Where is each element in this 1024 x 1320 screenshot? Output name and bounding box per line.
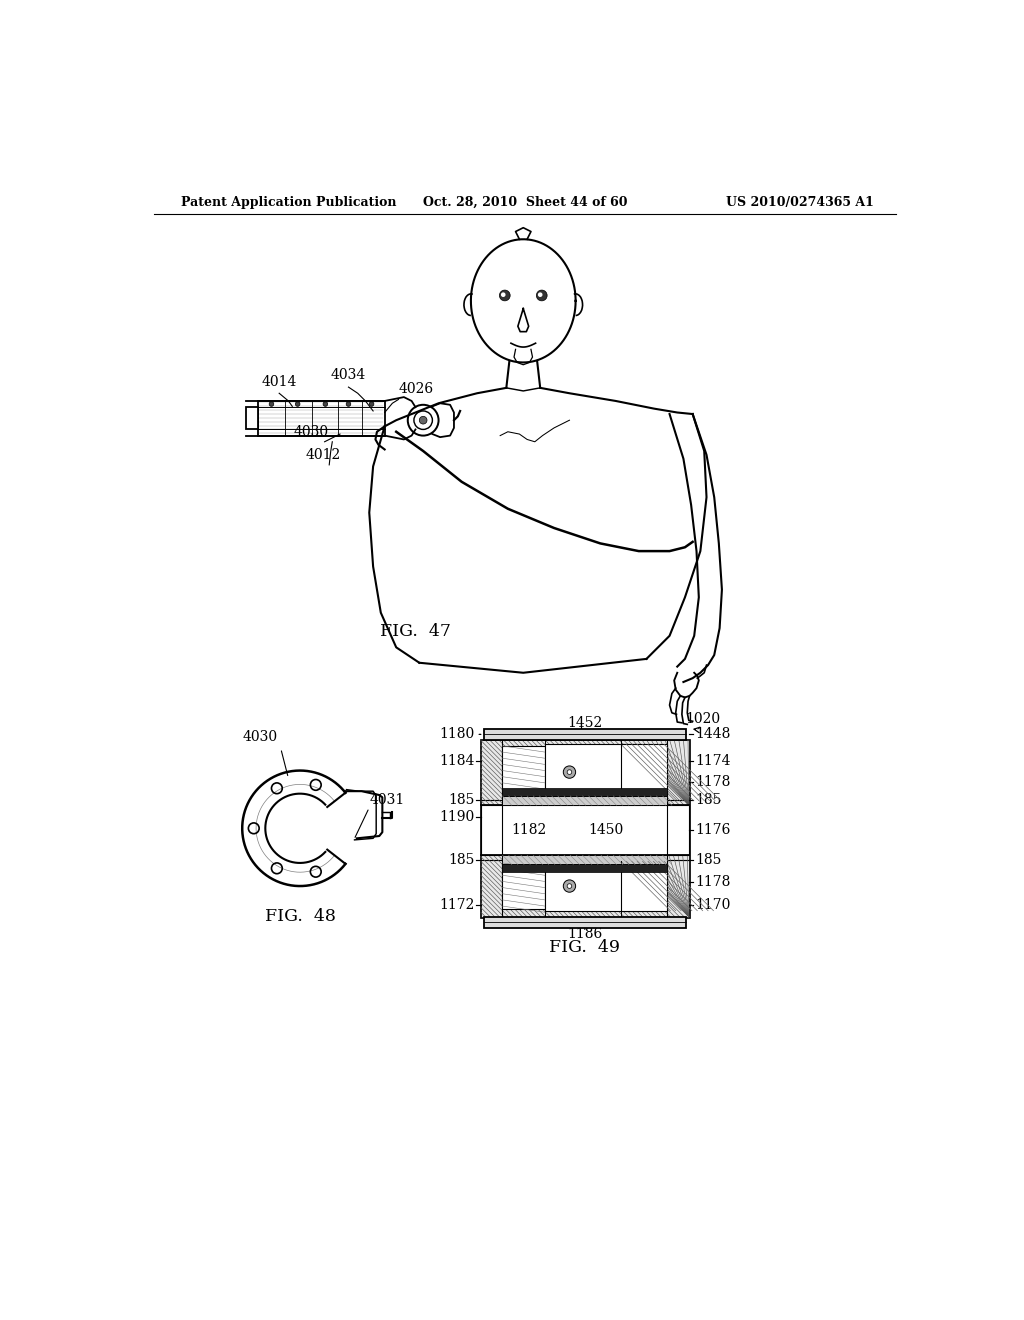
Text: 1174: 1174 (695, 754, 730, 768)
Text: 4031: 4031 (370, 792, 404, 807)
Text: FIG.  49: FIG. 49 (549, 939, 621, 956)
Bar (503, 855, 668, 865)
Circle shape (501, 293, 506, 297)
Circle shape (269, 401, 273, 407)
Circle shape (249, 822, 259, 834)
Text: 1020: 1020 (685, 711, 720, 726)
Text: 1180: 1180 (439, 727, 475, 742)
Text: 185: 185 (449, 793, 475, 807)
Circle shape (538, 293, 543, 297)
Bar (503, 865, 668, 873)
Bar (621, 862, 668, 911)
Bar (503, 796, 668, 805)
Circle shape (567, 770, 571, 775)
Circle shape (271, 863, 283, 874)
Bar (484, 917, 686, 928)
Text: 4030: 4030 (243, 730, 278, 743)
Text: 1448: 1448 (695, 727, 730, 742)
Text: Oct. 28, 2010  Sheet 44 of 60: Oct. 28, 2010 Sheet 44 of 60 (423, 195, 627, 209)
Bar (246, 407, 258, 429)
Bar (481, 855, 689, 917)
Text: 185: 185 (449, 853, 475, 867)
Bar (481, 805, 689, 855)
Circle shape (408, 405, 438, 436)
Text: 1178: 1178 (695, 875, 730, 890)
Text: 4014: 4014 (261, 375, 297, 388)
Bar (621, 744, 668, 800)
Circle shape (563, 880, 575, 892)
Text: 185: 185 (695, 793, 721, 807)
Text: 1186: 1186 (567, 927, 602, 941)
Circle shape (537, 290, 547, 301)
Circle shape (271, 783, 283, 793)
Text: 4030: 4030 (294, 425, 329, 438)
Circle shape (323, 401, 328, 407)
Circle shape (295, 401, 300, 407)
Circle shape (419, 416, 427, 424)
Text: FIG.  48: FIG. 48 (264, 908, 336, 925)
Circle shape (500, 290, 510, 301)
Text: 1176: 1176 (695, 822, 730, 837)
Text: 1172: 1172 (439, 899, 475, 912)
Bar (545, 862, 640, 911)
Text: 1182: 1182 (512, 822, 547, 837)
Circle shape (567, 884, 571, 888)
Circle shape (346, 401, 351, 407)
Circle shape (310, 866, 322, 876)
Text: 4026: 4026 (398, 383, 433, 396)
Text: 1184: 1184 (439, 754, 475, 768)
Bar (503, 788, 668, 796)
Bar (545, 743, 640, 801)
Text: 4012: 4012 (305, 447, 341, 462)
Text: Patent Application Publication: Patent Application Publication (180, 195, 396, 209)
Text: 1178: 1178 (695, 775, 730, 789)
Circle shape (370, 401, 374, 407)
Bar (481, 739, 689, 917)
Text: 1190: 1190 (439, 809, 475, 824)
Bar (484, 729, 686, 739)
Text: 1170: 1170 (695, 899, 730, 912)
Text: 1452: 1452 (567, 715, 602, 730)
Text: 185: 185 (695, 853, 721, 867)
Bar (503, 863, 545, 909)
Bar (503, 746, 545, 799)
Text: FIG.  47: FIG. 47 (380, 623, 451, 640)
Bar (258, 401, 385, 436)
Circle shape (310, 780, 322, 791)
Bar (481, 739, 689, 805)
Circle shape (563, 766, 575, 779)
Text: US 2010/0274365 A1: US 2010/0274365 A1 (726, 195, 873, 209)
Text: 1450: 1450 (589, 822, 624, 837)
Text: 4034: 4034 (331, 368, 367, 383)
